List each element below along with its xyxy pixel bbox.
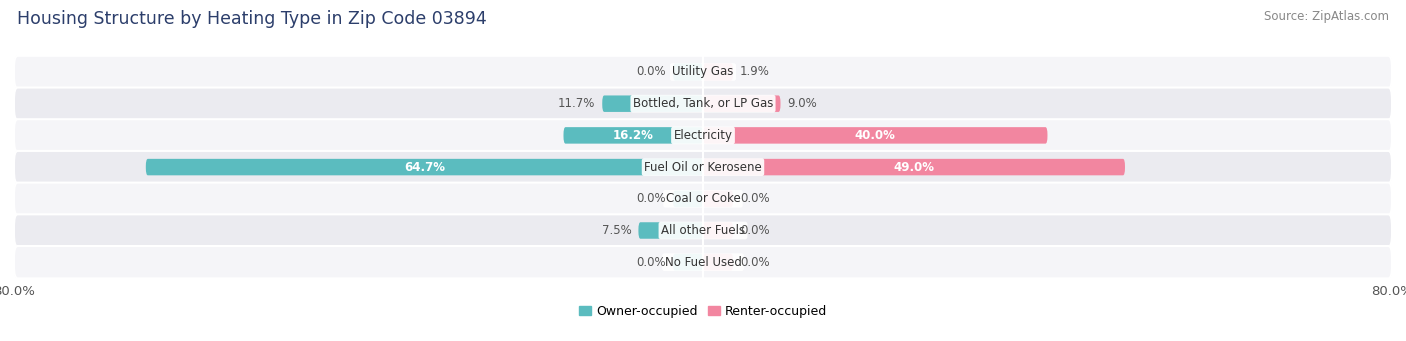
Text: Coal or Coke: Coal or Coke xyxy=(665,192,741,205)
FancyBboxPatch shape xyxy=(703,159,1125,175)
Text: 0.0%: 0.0% xyxy=(637,192,666,205)
FancyBboxPatch shape xyxy=(602,95,703,112)
FancyBboxPatch shape xyxy=(564,127,703,144)
Text: All other Fuels: All other Fuels xyxy=(661,224,745,237)
Text: 1.9%: 1.9% xyxy=(740,65,770,78)
FancyBboxPatch shape xyxy=(673,64,703,80)
Text: 0.0%: 0.0% xyxy=(740,256,769,269)
Text: 9.0%: 9.0% xyxy=(787,97,817,110)
FancyBboxPatch shape xyxy=(14,88,1392,120)
FancyBboxPatch shape xyxy=(673,191,703,207)
Text: 11.7%: 11.7% xyxy=(558,97,595,110)
Text: 64.7%: 64.7% xyxy=(404,161,444,174)
FancyBboxPatch shape xyxy=(703,254,733,270)
FancyBboxPatch shape xyxy=(703,95,780,112)
Text: 0.0%: 0.0% xyxy=(740,224,769,237)
FancyBboxPatch shape xyxy=(14,56,1392,88)
Text: Electricity: Electricity xyxy=(673,129,733,142)
Text: Bottled, Tank, or LP Gas: Bottled, Tank, or LP Gas xyxy=(633,97,773,110)
Text: 16.2%: 16.2% xyxy=(613,129,654,142)
Text: 49.0%: 49.0% xyxy=(893,161,935,174)
FancyBboxPatch shape xyxy=(146,159,703,175)
Text: Source: ZipAtlas.com: Source: ZipAtlas.com xyxy=(1264,10,1389,23)
Legend: Owner-occupied, Renter-occupied: Owner-occupied, Renter-occupied xyxy=(574,300,832,323)
Text: No Fuel Used: No Fuel Used xyxy=(665,256,741,269)
Text: Housing Structure by Heating Type in Zip Code 03894: Housing Structure by Heating Type in Zip… xyxy=(17,10,486,28)
FancyBboxPatch shape xyxy=(14,246,1392,278)
FancyBboxPatch shape xyxy=(703,191,733,207)
FancyBboxPatch shape xyxy=(14,183,1392,215)
Text: 0.0%: 0.0% xyxy=(637,256,666,269)
Text: 40.0%: 40.0% xyxy=(855,129,896,142)
Text: 0.0%: 0.0% xyxy=(637,65,666,78)
Text: 0.0%: 0.0% xyxy=(740,192,769,205)
FancyBboxPatch shape xyxy=(638,222,703,239)
Text: 7.5%: 7.5% xyxy=(602,224,631,237)
FancyBboxPatch shape xyxy=(703,64,733,80)
FancyBboxPatch shape xyxy=(703,222,733,239)
FancyBboxPatch shape xyxy=(673,254,703,270)
Text: Utility Gas: Utility Gas xyxy=(672,65,734,78)
FancyBboxPatch shape xyxy=(14,151,1392,183)
FancyBboxPatch shape xyxy=(703,127,1047,144)
FancyBboxPatch shape xyxy=(14,119,1392,151)
FancyBboxPatch shape xyxy=(14,214,1392,247)
Text: Fuel Oil or Kerosene: Fuel Oil or Kerosene xyxy=(644,161,762,174)
